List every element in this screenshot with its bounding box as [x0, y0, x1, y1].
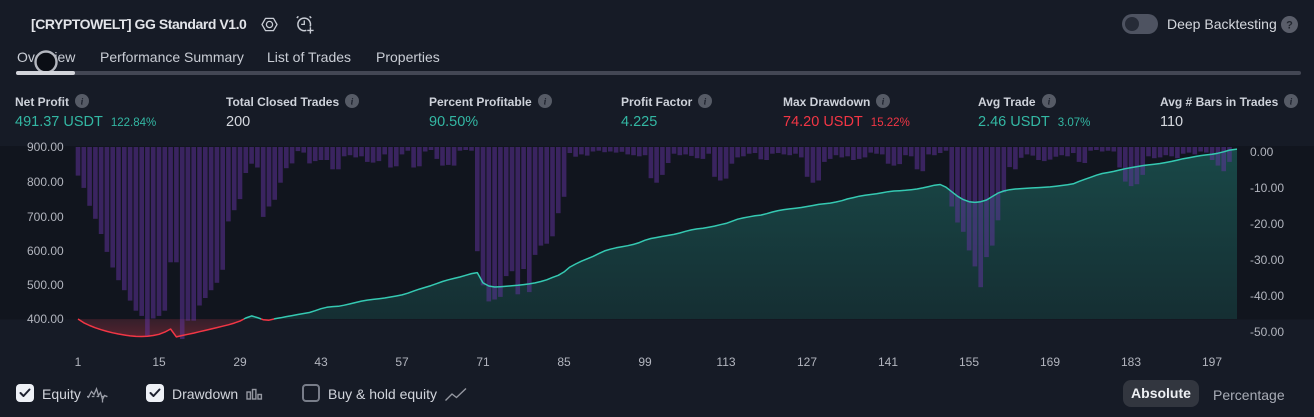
svg-text:0.00: 0.00: [1250, 145, 1274, 159]
svg-text:127: 127: [797, 355, 817, 369]
svg-text:1: 1: [75, 355, 82, 369]
svg-text:900.00: 900.00: [27, 140, 64, 154]
svg-text:500.00: 500.00: [27, 278, 64, 292]
svg-text:i: i: [1047, 96, 1050, 106]
svg-text:600.00: 600.00: [27, 244, 64, 258]
svg-text:71: 71: [476, 355, 490, 369]
svg-text:i: i: [882, 96, 885, 106]
svg-text:99: 99: [638, 355, 652, 369]
svg-text:57: 57: [395, 355, 409, 369]
svg-text:i: i: [704, 96, 707, 106]
svg-text:113: 113: [716, 355, 735, 369]
svg-text:141: 141: [878, 355, 898, 369]
svg-text:29: 29: [233, 355, 247, 369]
svg-text:-50.00: -50.00: [1250, 325, 1284, 339]
svg-text:-10.00: -10.00: [1250, 181, 1284, 195]
svg-text:?: ?: [1286, 20, 1293, 32]
svg-text:i: i: [1290, 96, 1293, 106]
svg-text:197: 197: [1202, 355, 1222, 369]
svg-text:183: 183: [1121, 355, 1141, 369]
svg-text:85: 85: [557, 355, 571, 369]
svg-text:15: 15: [152, 355, 166, 369]
svg-text:i: i: [351, 96, 354, 106]
svg-text:-20.00: -20.00: [1250, 217, 1284, 231]
svg-text:43: 43: [314, 355, 328, 369]
svg-text:i: i: [81, 96, 84, 106]
svg-text:800.00: 800.00: [27, 175, 64, 189]
svg-text:169: 169: [1040, 355, 1060, 369]
svg-text:700.00: 700.00: [27, 210, 64, 224]
svg-text:400.00: 400.00: [27, 312, 64, 326]
svg-text:-30.00: -30.00: [1250, 253, 1284, 267]
svg-text:i: i: [543, 96, 546, 106]
svg-text:-40.00: -40.00: [1250, 289, 1284, 303]
svg-text:155: 155: [959, 355, 979, 369]
